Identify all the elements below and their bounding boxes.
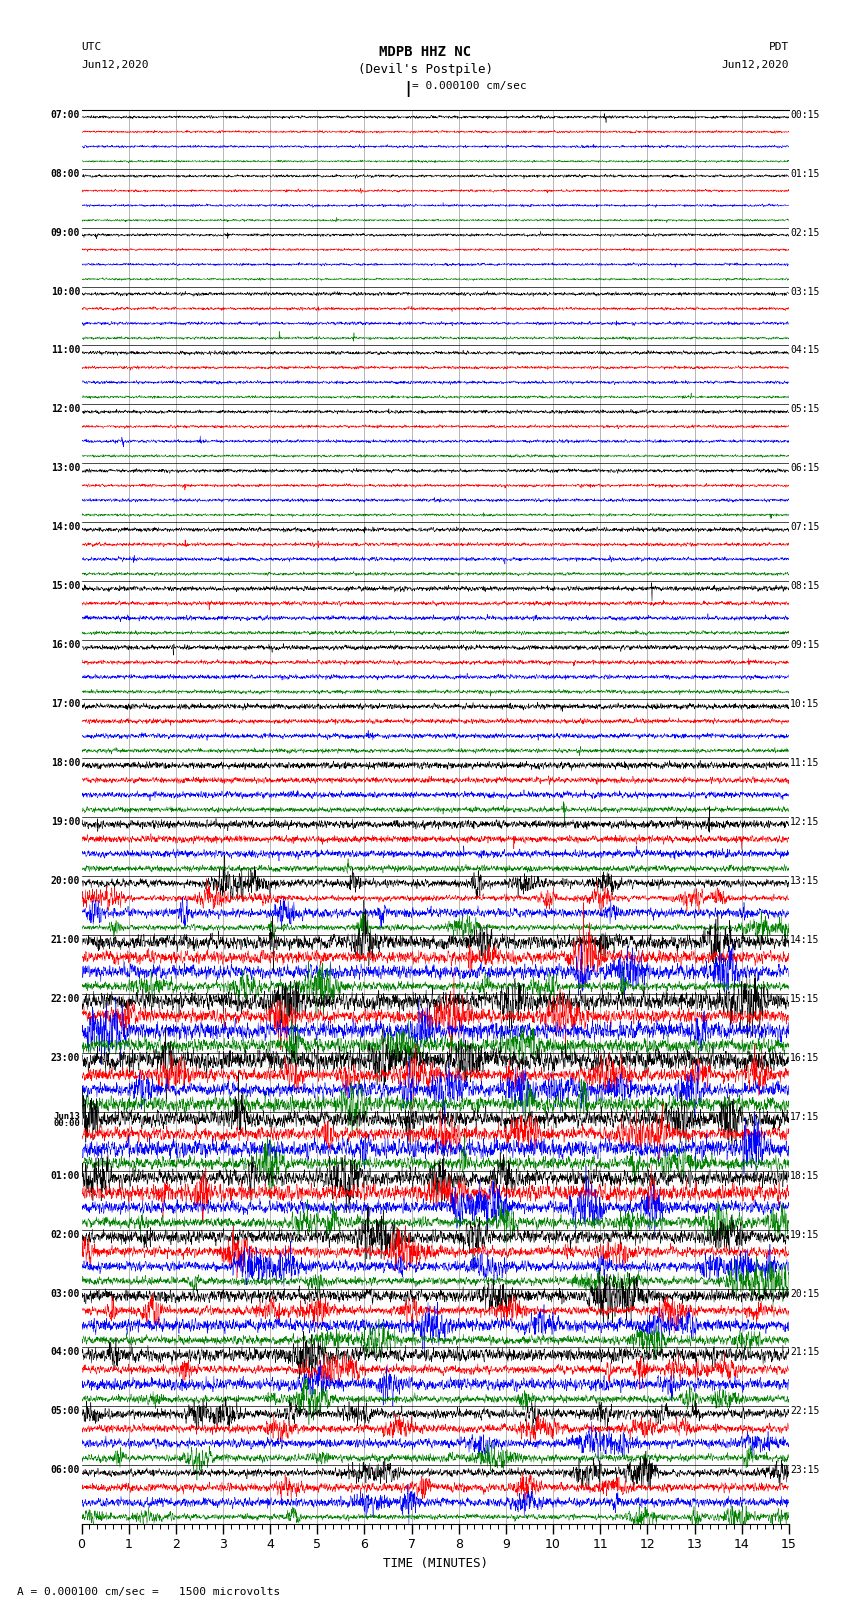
Text: 00:00: 00:00 <box>54 1119 80 1127</box>
Text: 04:00: 04:00 <box>51 1347 80 1358</box>
Text: (Devil's Postpile): (Devil's Postpile) <box>358 63 492 76</box>
Text: 23:00: 23:00 <box>51 1053 80 1063</box>
Text: 15:15: 15:15 <box>790 994 819 1003</box>
Text: 20:00: 20:00 <box>51 876 80 886</box>
Text: 13:15: 13:15 <box>790 876 819 886</box>
Text: 21:00: 21:00 <box>51 936 80 945</box>
Text: 07:00: 07:00 <box>51 110 80 119</box>
Text: A = 0.000100 cm/sec =   1500 microvolts: A = 0.000100 cm/sec = 1500 microvolts <box>17 1587 280 1597</box>
X-axis label: TIME (MINUTES): TIME (MINUTES) <box>382 1557 488 1569</box>
Text: 00:15: 00:15 <box>790 110 819 119</box>
Text: MDPB HHZ NC: MDPB HHZ NC <box>379 45 471 60</box>
Text: 18:15: 18:15 <box>790 1171 819 1181</box>
Text: 02:00: 02:00 <box>51 1229 80 1239</box>
Text: 16:15: 16:15 <box>790 1053 819 1063</box>
Text: 18:00: 18:00 <box>51 758 80 768</box>
Text: 19:00: 19:00 <box>51 818 80 827</box>
Text: 01:15: 01:15 <box>790 169 819 179</box>
Text: 04:15: 04:15 <box>790 345 819 355</box>
Text: 03:15: 03:15 <box>790 287 819 297</box>
Text: 09:00: 09:00 <box>51 227 80 237</box>
Text: 02:15: 02:15 <box>790 227 819 237</box>
Text: 01:00: 01:00 <box>51 1171 80 1181</box>
Text: 11:00: 11:00 <box>51 345 80 355</box>
Text: 07:15: 07:15 <box>790 523 819 532</box>
Text: 16:00: 16:00 <box>51 640 80 650</box>
Text: 19:15: 19:15 <box>790 1229 819 1239</box>
Text: 03:00: 03:00 <box>51 1289 80 1298</box>
Text: 21:15: 21:15 <box>790 1347 819 1358</box>
Text: PDT: PDT <box>768 42 789 52</box>
Text: |: | <box>404 81 412 97</box>
Text: 06:15: 06:15 <box>790 463 819 473</box>
Text: 10:00: 10:00 <box>51 287 80 297</box>
Text: Jun13: Jun13 <box>54 1111 80 1121</box>
Text: 17:15: 17:15 <box>790 1111 819 1121</box>
Text: 22:15: 22:15 <box>790 1407 819 1416</box>
Text: Jun12,2020: Jun12,2020 <box>722 60 789 69</box>
Text: UTC: UTC <box>82 42 102 52</box>
Text: 08:00: 08:00 <box>51 169 80 179</box>
Text: 06:00: 06:00 <box>51 1465 80 1476</box>
Text: 23:15: 23:15 <box>790 1465 819 1476</box>
Text: 20:15: 20:15 <box>790 1289 819 1298</box>
Text: 17:00: 17:00 <box>51 698 80 710</box>
Text: 11:15: 11:15 <box>790 758 819 768</box>
Text: 10:15: 10:15 <box>790 698 819 710</box>
Text: 13:00: 13:00 <box>51 463 80 473</box>
Text: 22:00: 22:00 <box>51 994 80 1003</box>
Text: = 0.000100 cm/sec: = 0.000100 cm/sec <box>412 81 527 90</box>
Text: 15:00: 15:00 <box>51 581 80 592</box>
Text: 14:00: 14:00 <box>51 523 80 532</box>
Text: 05:00: 05:00 <box>51 1407 80 1416</box>
Text: 12:15: 12:15 <box>790 818 819 827</box>
Text: 12:00: 12:00 <box>51 405 80 415</box>
Text: 14:15: 14:15 <box>790 936 819 945</box>
Text: Jun12,2020: Jun12,2020 <box>82 60 149 69</box>
Text: 05:15: 05:15 <box>790 405 819 415</box>
Text: 08:15: 08:15 <box>790 581 819 592</box>
Text: 09:15: 09:15 <box>790 640 819 650</box>
